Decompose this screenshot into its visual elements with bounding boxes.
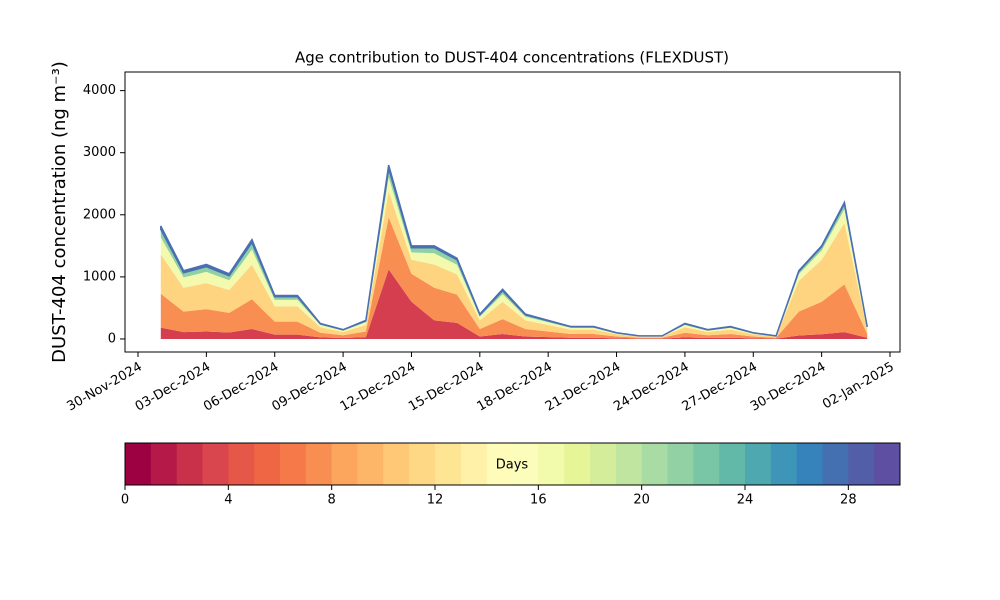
colorbar-swatch [254, 443, 281, 485]
colorbar-swatch [331, 443, 358, 485]
plot-frame [124, 71, 901, 353]
colorbar-swatch [305, 443, 333, 485]
x-tick-label: 27-Dec-2024 [680, 360, 760, 415]
colorbar-tick-label: 12 [427, 493, 444, 508]
x-tick-label: 24-Dec-2024 [611, 360, 691, 415]
colorbar-tick-label: 8 [328, 493, 336, 508]
area [160, 217, 868, 339]
x-tick-label: 18-Dec-2024 [475, 360, 555, 415]
colorbar [125, 443, 901, 485]
x-tick-label: 21-Dec-2024 [543, 360, 623, 415]
colorbar-tick-label: 0 [121, 493, 129, 508]
colorbar-swatch [590, 443, 617, 485]
colorbar-frame [124, 442, 901, 486]
colorbar-label: Days [496, 458, 529, 473]
colorbar-swatch [486, 443, 513, 485]
x-tick-label: 30-Dec-2024 [748, 360, 828, 415]
colorbar-swatch [874, 443, 901, 485]
colorbar-swatch [176, 443, 203, 485]
colorbar-swatch [435, 443, 462, 485]
colorbar-swatch [848, 443, 875, 485]
colorbar-swatch [719, 443, 746, 485]
y-axis-label: DUST-404 concentration (ng m⁻³) [49, 61, 70, 363]
y-tick-label: 3000 [83, 145, 116, 160]
colorbar-swatch [125, 443, 152, 485]
colorbar-tick-label: 20 [633, 493, 650, 508]
colorbar-swatch [202, 443, 229, 485]
colorbar-swatch [280, 443, 307, 485]
colorbar-swatch [512, 443, 539, 485]
x-tick-label: 03-Dec-2024 [133, 360, 213, 415]
colorbar-swatch [538, 443, 565, 485]
colorbar-tick-label: 28 [840, 493, 857, 508]
x-tick-label: 30-Nov-2024 [64, 360, 144, 415]
colorbar-swatch [460, 443, 488, 485]
x-tick-label: 12-Dec-2024 [338, 360, 418, 415]
x-tick-label: 15-Dec-2024 [406, 360, 486, 415]
chart-title: Age contribution to DUST-404 concentrati… [295, 49, 729, 67]
y-tick-label: 1000 [83, 269, 116, 284]
x-tick-label: 09-Dec-2024 [269, 360, 349, 415]
colorbar-swatch [641, 443, 668, 485]
colorbar-swatch [564, 443, 591, 485]
colorbar-swatch [770, 443, 798, 485]
colorbar-swatch [615, 443, 643, 485]
area [160, 164, 868, 337]
colorbar-tick-label: 4 [224, 493, 232, 508]
y-tick-label: 2000 [83, 207, 116, 222]
y-tick-label: 0 [108, 331, 116, 346]
colorbar-swatch [150, 443, 178, 485]
colorbar-swatch [357, 443, 384, 485]
colorbar-swatch [822, 443, 849, 485]
colorbar-tick-label: 24 [737, 493, 754, 508]
colorbar-swatch [409, 443, 436, 485]
colorbar-swatch [667, 443, 694, 485]
colorbar-swatch [796, 443, 823, 485]
colorbar-tick-label: 16 [530, 493, 547, 508]
colorbar-swatch [745, 443, 772, 485]
colorbar-swatch [228, 443, 255, 485]
x-tick-label: 02-Jan-2025 [820, 360, 897, 413]
x-tick-label: 06-Dec-2024 [201, 360, 281, 415]
y-tick-label: 4000 [83, 83, 116, 98]
colorbar-swatch [383, 443, 410, 485]
colorbar-swatch [693, 443, 720, 485]
plot-area [160, 164, 868, 339]
